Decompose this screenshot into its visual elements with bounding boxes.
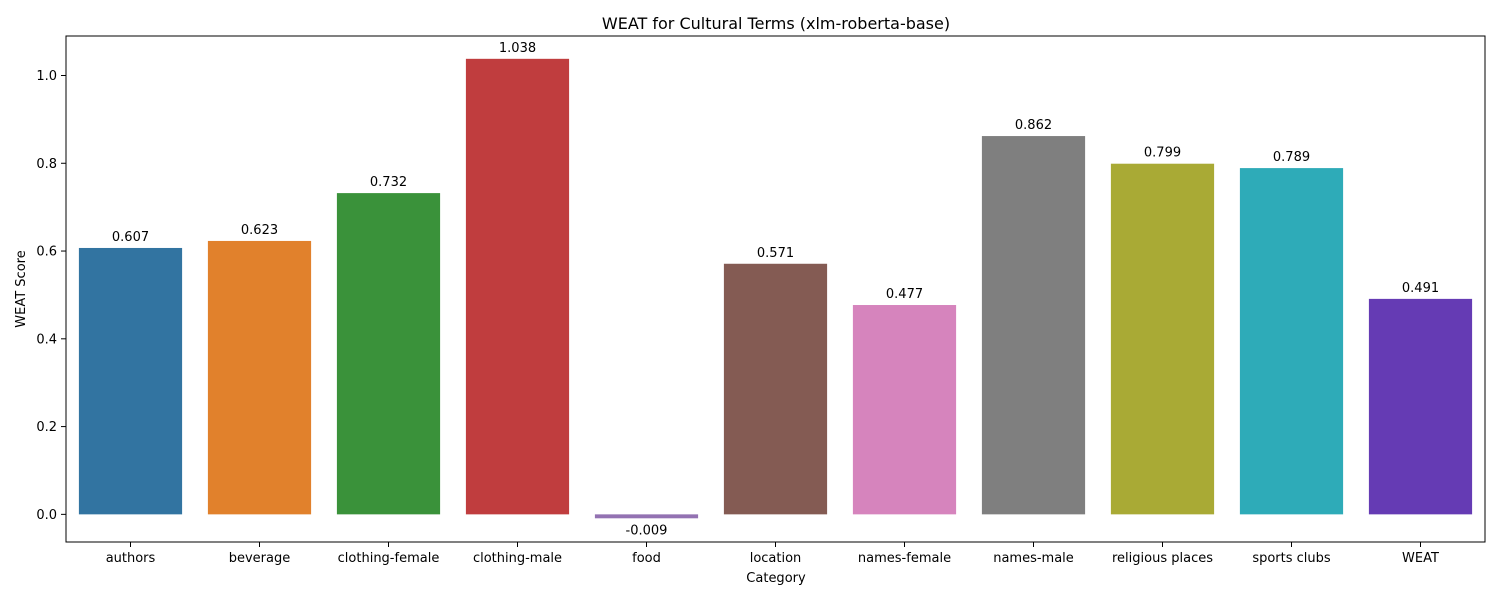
bar-food: [594, 514, 699, 519]
bar-sports-clubs: [1239, 168, 1344, 515]
bar-value-label: 0.799: [1144, 146, 1181, 161]
bar-value-label: 0.789: [1273, 150, 1310, 165]
y-tick-label: 0.4: [36, 332, 57, 347]
y-tick-label: 1.0: [36, 69, 57, 84]
x-tick-label: clothing-female: [338, 551, 440, 566]
bar-religious-places: [1110, 163, 1215, 515]
chart-title: WEAT for Cultural Terms (xlm-roberta-bas…: [602, 14, 950, 33]
bar-value-label: 0.571: [757, 246, 794, 261]
plot-frame: [65, 35, 1486, 543]
bar-location: [723, 263, 828, 515]
x-tick-label: location: [750, 551, 802, 566]
y-tick-label: 0.8: [36, 157, 57, 172]
x-tick-label: names-female: [858, 551, 951, 566]
bar-value-label: 0.623: [241, 223, 278, 238]
plot-area: 0.607 authors 0.623 beverage 0.732 clothing-f…: [36, 35, 1486, 566]
bar-clothing-female: [336, 193, 441, 515]
bar-beverage: [207, 240, 312, 515]
bar-value-label: 0.862: [1015, 118, 1052, 133]
x-tick-label: clothing-male: [473, 551, 562, 566]
y-tick-label: 0.6: [36, 245, 57, 260]
x-axis-label: Category: [746, 571, 806, 586]
bar-names-female: [852, 305, 957, 515]
x-tick-label: WEAT: [1402, 551, 1439, 566]
bar-value-label: 0.491: [1402, 281, 1439, 296]
bar-value-label: -0.009: [626, 523, 668, 538]
x-tick-label: sports clubs: [1252, 551, 1331, 566]
bar-clothing-male: [465, 58, 570, 515]
x-tick-label: names-male: [993, 551, 1074, 566]
y-tick-label: 0.0: [36, 508, 57, 523]
y-tick-label: 0.2: [36, 420, 57, 435]
bar-value-label: 0.607: [112, 230, 149, 245]
x-tick-label: beverage: [229, 551, 291, 566]
bar-names-male: [981, 136, 1086, 515]
bar-value-label: 1.038: [499, 41, 536, 56]
bar-authors: [78, 247, 183, 515]
x-tick-label: food: [632, 551, 661, 566]
x-tick-label: authors: [106, 551, 156, 566]
x-tick-label: religious places: [1112, 551, 1213, 566]
bar-WEAT: [1368, 298, 1473, 515]
bar-value-label: 0.477: [886, 287, 923, 302]
y-axis-label: WEAT Score: [14, 250, 29, 327]
bar-value-label: 0.732: [370, 175, 407, 190]
